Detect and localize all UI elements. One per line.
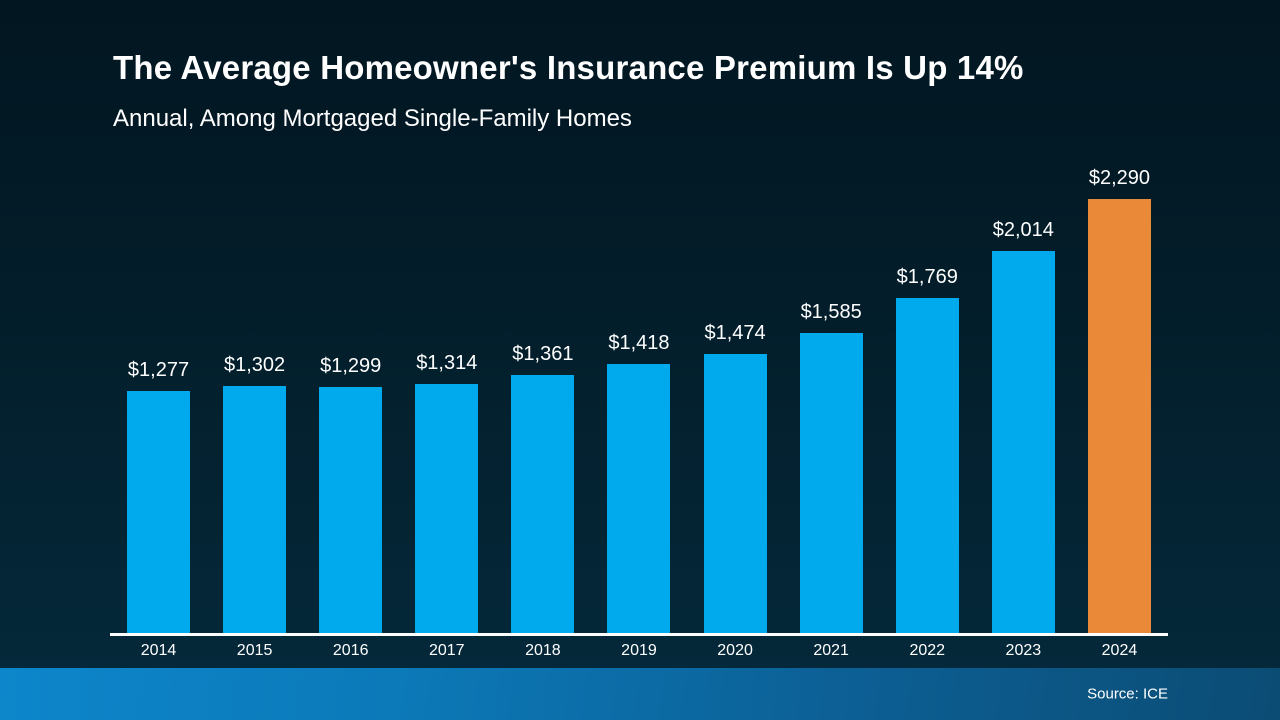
x-axis-tick-label: 2018 [525,642,561,659]
bar-group-2021: $1,585 [799,301,863,633]
chart-subtitle: Annual, Among Mortgaged Single-Family Ho… [113,105,632,132]
x-axis-tick-label: 2017 [428,642,465,659]
bar-group-2015: $1,302 [223,354,287,633]
bar [127,391,190,633]
bar-group-2016: $1,299 [319,355,383,633]
bar-group-2023: $2,014 [991,219,1055,633]
x-axis-tick-label: 2020 [717,642,753,659]
bar-group-2020: $1,474 [703,322,767,633]
bar-group-2022: $1,769 [895,266,959,633]
bar-value-label: $1,314 [416,352,478,374]
bar-group-2018: $1,361 [511,343,575,633]
bar [895,298,959,633]
x-axis-tick-labels: 2014 2015 2016 2017 2018 2019 2020 2021 2022 2023… [110,642,1168,660]
bar-value-label: $1,585 [800,301,862,323]
bar [415,384,479,633]
source-attribution: Source: ICE [1087,685,1168,703]
chart-title: The Average Homeowner's Insurance Premiu… [113,49,1024,86]
bar [319,387,383,633]
bar-value-label: $1,474 [704,322,766,344]
bar-value-label: $2,290 [1088,167,1151,189]
bar [223,386,287,633]
bar-value-label: $1,361 [512,343,574,365]
bar [511,375,575,633]
bar [607,364,671,633]
bar-value-label: $1,769 [896,266,958,288]
x-axis-tick-label: 2022 [909,642,946,659]
x-axis-tick-label: 2016 [332,642,369,659]
x-axis-tick-label: 2021 [813,642,849,659]
bar-chart-plot-area: $1,277 $1,302 $1,299 $1,314 $1,361 $1,418 $1,4… [110,133,1168,633]
bar-group-2019: $1,418 [607,332,671,633]
bar-group-2024: $2,290 [1087,167,1151,633]
x-axis-tick-label: 2014 [140,642,177,659]
bar-value-label: $1,418 [608,332,670,354]
x-axis-tick-label: 2015 [236,642,273,659]
bar-value-label: $1,299 [320,355,382,377]
bar [991,251,1055,633]
bar-value-label: $1,277 [127,359,190,381]
bar-group-2014: $1,277 [127,359,190,633]
x-axis-tick-label: 2024 [1101,642,1138,659]
footer-strip: Source: ICE [0,668,1280,720]
x-axis-line [110,633,1168,636]
bar-highlighted [1087,199,1151,633]
bar-value-label: $2,014 [992,219,1054,241]
bar-group-2017: $1,314 [415,352,479,633]
bar-value-label: $1,302 [224,354,286,376]
bar [799,333,863,633]
x-axis-tick-label: 2023 [1005,642,1042,659]
bar [703,354,767,633]
x-axis-tick-label: 2019 [621,642,657,659]
